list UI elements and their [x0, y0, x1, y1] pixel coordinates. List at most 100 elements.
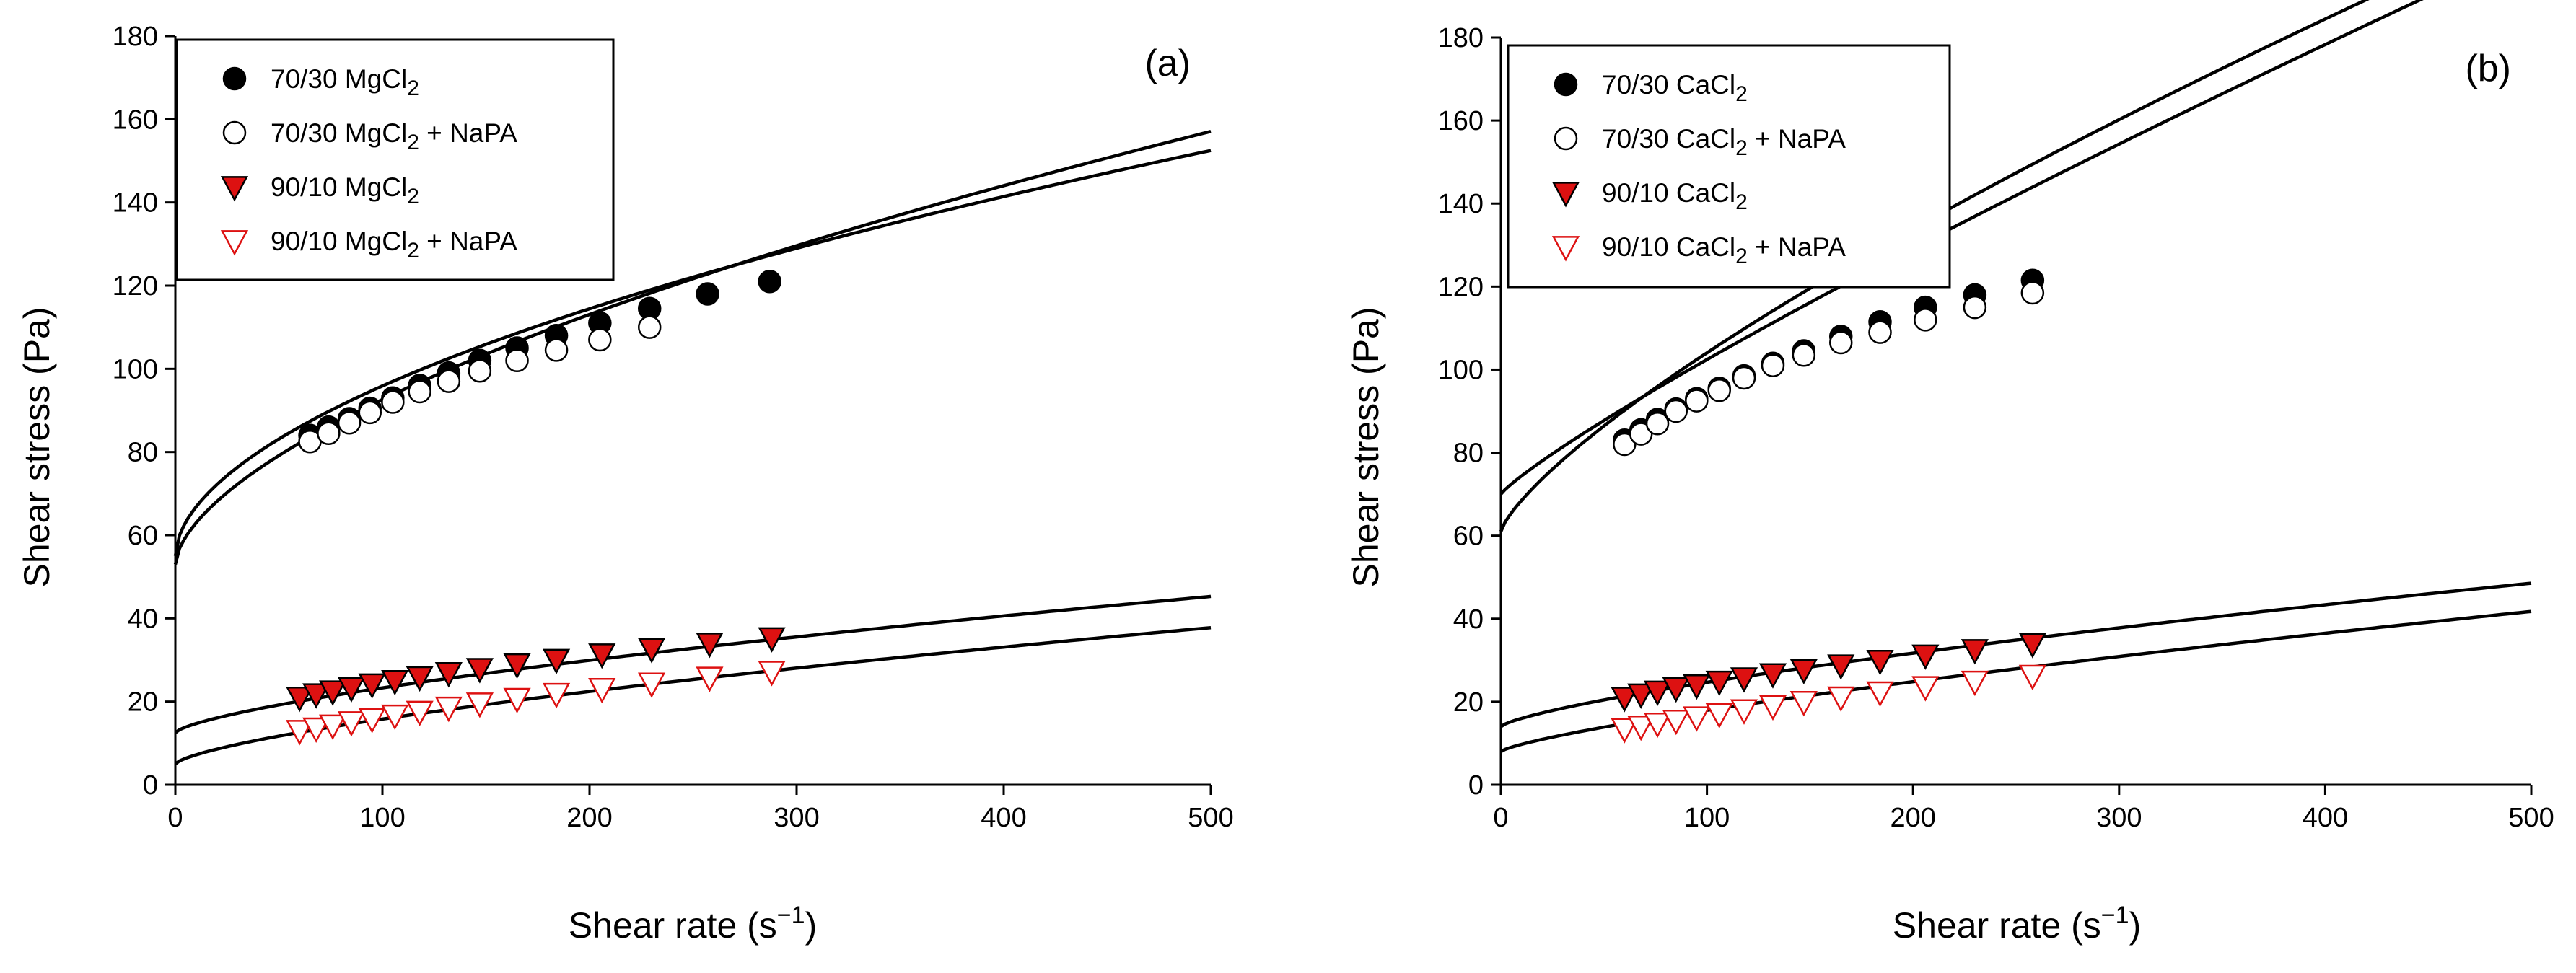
- data-point: [503, 687, 531, 714]
- data-point: [408, 379, 431, 404]
- data-point: [317, 421, 341, 445]
- legend-label: 70/30 CaCl2 + NaPA: [1602, 124, 1846, 160]
- data-point: [465, 692, 494, 718]
- x-tick-label: 100: [1684, 803, 1730, 833]
- legend-label-base: 70/30 MgCl: [271, 64, 407, 94]
- x-tick-label: 100: [359, 803, 405, 833]
- data-point: [406, 700, 434, 726]
- x-tick-label: 500: [1188, 803, 1233, 833]
- x-axis-label-close: ): [2129, 905, 2142, 946]
- data-point: [1662, 677, 1690, 703]
- data-point: [588, 327, 612, 352]
- legend-entry: 90/10 CaCl2 + NaPA: [1551, 232, 1846, 268]
- data-point: [358, 673, 386, 699]
- data-point: [319, 714, 347, 741]
- legend-marker: [1554, 72, 1578, 97]
- data-point: [337, 677, 366, 703]
- x-tick-label: 400: [981, 803, 1026, 833]
- x-tick-label: 0: [1493, 803, 1508, 833]
- y-tick-label: 140: [113, 188, 158, 219]
- legend-entry: 70/30 MgCl2: [222, 64, 419, 100]
- y-tick-label: 120: [113, 271, 158, 301]
- data-point: [1683, 674, 1711, 700]
- legend-entry: 90/10 MgCl2 + NaPA: [220, 226, 517, 263]
- legend-label: 70/30 MgCl2 + NaPA: [271, 118, 517, 154]
- y-tick-label: 80: [128, 438, 158, 468]
- data-point: [1963, 295, 1987, 320]
- data-point: [1613, 432, 1637, 457]
- legend-entry: 90/10 CaCl2: [1551, 178, 1748, 214]
- y-tick-label: 40: [128, 604, 158, 634]
- data-series: [1613, 281, 2045, 457]
- data-series: [1611, 633, 2046, 713]
- data-point: [434, 696, 463, 723]
- data-point: [638, 638, 666, 664]
- legend-entry: 70/30 CaCl2 + NaPA: [1554, 124, 1846, 160]
- data-point: [1611, 687, 1639, 713]
- data-point: [1789, 659, 1818, 685]
- data-point: [1914, 308, 1937, 332]
- x-axis-label-base: Shear rate (s: [569, 905, 777, 946]
- data-point: [696, 633, 724, 659]
- x-axis-label-exponent: −1: [777, 902, 805, 929]
- data-series: [286, 661, 786, 746]
- data-point: [1664, 399, 1688, 423]
- data-point: [1961, 670, 1989, 697]
- data-point: [1627, 715, 1655, 741]
- data-point: [1911, 644, 1940, 670]
- y-tick-label: 100: [1438, 355, 1484, 385]
- legend-label: 70/30 CaCl2: [1602, 70, 1748, 106]
- data-point: [696, 282, 719, 306]
- legend-label-sub: 2: [407, 239, 419, 263]
- data-point: [1758, 695, 1787, 721]
- data-point: [758, 269, 781, 294]
- data-point: [637, 315, 662, 339]
- data-point: [434, 662, 463, 688]
- legend-entry: 90/10 MgCl2: [220, 172, 419, 208]
- legend-marker: [222, 66, 247, 91]
- x-tick-label: 300: [774, 803, 819, 833]
- data-point: [358, 708, 386, 734]
- data-point: [1961, 639, 1989, 665]
- data-point: [588, 677, 616, 704]
- legend-label-sub: 2: [407, 185, 419, 208]
- x-tick-label: 500: [2508, 803, 2554, 833]
- legend-marker: [1551, 236, 1580, 262]
- x-tick-label: 300: [2096, 803, 2142, 833]
- data-point: [1789, 691, 1818, 717]
- legend-label-base: 90/10 CaCl: [1602, 232, 1735, 262]
- data-point: [358, 400, 382, 425]
- panel-a: Shear stress (Pa) Shear rate (s−1) (a) 0…: [17, 22, 1234, 946]
- data-point: [286, 687, 314, 713]
- legend-marker: [220, 230, 249, 256]
- data-point: [1683, 706, 1711, 732]
- data-point: [1868, 320, 1892, 344]
- data-point: [1643, 680, 1672, 706]
- data-point: [2018, 664, 2046, 691]
- legend-label-sub: 2: [407, 131, 419, 154]
- y-tick-label: 60: [128, 521, 158, 551]
- legend-entry: 70/30 MgCl2 + NaPA: [222, 118, 517, 154]
- x-tick-label: 200: [1890, 803, 1935, 833]
- data-point: [1705, 670, 1733, 697]
- data-point: [381, 704, 409, 731]
- legend-label-sub: 2: [1735, 136, 1748, 160]
- data-point: [1662, 709, 1690, 736]
- data-point: [1911, 676, 1940, 702]
- y-tick-label: 20: [128, 687, 158, 718]
- legend-label: 90/10 MgCl2 + NaPA: [271, 226, 517, 263]
- data-point: [286, 720, 314, 746]
- fit-curve: [1499, 0, 2370, 532]
- legend-label-sub: 2: [1735, 82, 1748, 106]
- fit-curve: [173, 149, 1212, 557]
- legend-label: 70/30 MgCl2: [271, 64, 419, 100]
- y-tick-label: 120: [1438, 272, 1484, 302]
- x-axis-label: Shear rate (s−1): [1893, 902, 2141, 946]
- y-tick-label: 80: [1453, 439, 1484, 469]
- x-tick-label: 0: [167, 803, 183, 833]
- data-point: [1707, 378, 1731, 402]
- legend-marker: [222, 120, 247, 145]
